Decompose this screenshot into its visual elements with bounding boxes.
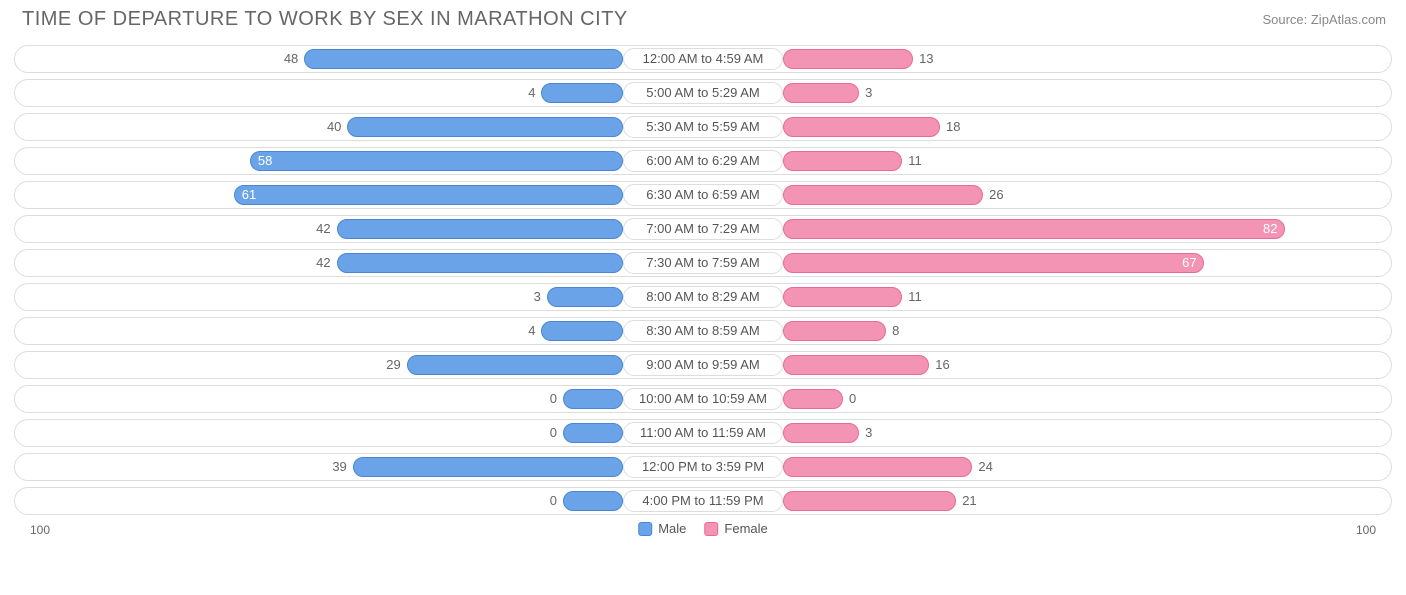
female-value: 3 <box>865 420 872 446</box>
female-value: 82 <box>1263 216 1277 242</box>
legend-label: Female <box>724 521 767 536</box>
male-bar <box>337 253 623 273</box>
chart-row: 7:00 AM to 7:29 AM 42 82 <box>14 215 1392 243</box>
male-value: 4 <box>528 318 535 344</box>
female-value: 11 <box>908 148 922 174</box>
row-label: 11:00 AM to 11:59 AM <box>623 422 783 444</box>
female-bar <box>783 117 940 137</box>
male-value: 40 <box>327 114 341 140</box>
row-label: 5:00 AM to 5:29 AM <box>623 82 783 104</box>
male-value: 58 <box>258 148 272 174</box>
female-value: 18 <box>946 114 960 140</box>
axis-max-right: 100 <box>1356 523 1376 537</box>
male-value: 0 <box>550 488 557 514</box>
male-value: 39 <box>332 454 346 480</box>
male-bar <box>563 491 623 511</box>
female-value: 16 <box>935 352 949 378</box>
female-value: 11 <box>908 284 922 310</box>
row-label: 8:00 AM to 8:29 AM <box>623 286 783 308</box>
female-bar <box>783 491 956 511</box>
male-value: 48 <box>284 46 298 72</box>
legend-item: Male <box>638 521 686 536</box>
male-bar <box>250 151 623 171</box>
female-bar <box>783 219 1285 239</box>
female-bar <box>783 253 1204 273</box>
legend: Male Female <box>638 521 768 536</box>
male-value: 61 <box>242 182 256 208</box>
female-value: 21 <box>962 488 976 514</box>
male-bar <box>304 49 623 69</box>
chart-row: 6:00 AM to 6:29 AM 58 11 <box>14 147 1392 175</box>
male-bar <box>541 321 623 341</box>
male-value: 0 <box>550 386 557 412</box>
female-bar <box>783 321 886 341</box>
male-bar <box>547 287 623 307</box>
chart-row: 9:00 AM to 9:59 AM 29 16 <box>14 351 1392 379</box>
female-value: 0 <box>849 386 856 412</box>
row-label: 7:30 AM to 7:59 AM <box>623 252 783 274</box>
male-value: 4 <box>528 80 535 106</box>
female-value: 26 <box>989 182 1003 208</box>
chart-area: 12:00 AM to 4:59 AM48135:00 AM to 5:29 A… <box>0 35 1406 515</box>
male-bar <box>563 423 623 443</box>
female-bar <box>783 355 929 375</box>
female-bar <box>783 83 859 103</box>
legend-swatch <box>704 522 718 536</box>
male-value: 29 <box>386 352 400 378</box>
chart-row: 4:00 PM to 11:59 PM 0 21 <box>14 487 1392 515</box>
row-label: 6:30 AM to 6:59 AM <box>623 184 783 206</box>
female-value: 67 <box>1182 250 1196 276</box>
axis-max-left: 100 <box>30 523 50 537</box>
male-value: 42 <box>316 216 330 242</box>
male-bar <box>337 219 623 239</box>
female-bar <box>783 287 902 307</box>
female-value: 24 <box>978 454 992 480</box>
male-value: 42 <box>316 250 330 276</box>
male-bar <box>563 389 623 409</box>
female-value: 3 <box>865 80 872 106</box>
source-label: Source: ZipAtlas.com <box>1262 12 1386 27</box>
row-label: 8:30 AM to 8:59 AM <box>623 320 783 342</box>
row-label: 4:00 PM to 11:59 PM <box>623 490 783 512</box>
female-bar <box>783 185 983 205</box>
chart-row: 12:00 AM to 4:59 AM 48 13 <box>14 45 1392 73</box>
chart-row: 5:30 AM to 5:59 AM 40 18 <box>14 113 1392 141</box>
male-bar <box>407 355 623 375</box>
chart-row: 5:00 AM to 5:29 AM 4 3 <box>14 79 1392 107</box>
male-bar <box>353 457 623 477</box>
male-value: 0 <box>550 420 557 446</box>
male-bar <box>541 83 623 103</box>
legend-swatch <box>638 522 652 536</box>
row-label: 7:00 AM to 7:29 AM <box>623 218 783 240</box>
female-value: 13 <box>919 46 933 72</box>
row-label: 12:00 PM to 3:59 PM <box>623 456 783 478</box>
chart-row: 12:00 PM to 3:59 PM 39 24 <box>14 453 1392 481</box>
row-label: 9:00 AM to 9:59 AM <box>623 354 783 376</box>
chart-title: TIME OF DEPARTURE TO WORK BY SEX IN MARA… <box>22 8 628 31</box>
chart-row: 10:00 AM to 10:59 AM 0 0 <box>14 385 1392 413</box>
row-label: 12:00 AM to 4:59 AM <box>623 48 783 70</box>
chart-row: 6:30 AM to 6:59 AM 61 26 <box>14 181 1392 209</box>
chart-row: 8:00 AM to 8:29 AM 3 11 <box>14 283 1392 311</box>
female-bar <box>783 151 902 171</box>
female-bar <box>783 389 843 409</box>
chart-row: 8:30 AM to 8:59 AM 4 8 <box>14 317 1392 345</box>
legend-label: Male <box>658 521 686 536</box>
row-label: 6:00 AM to 6:29 AM <box>623 150 783 172</box>
chart-row: 11:00 AM to 11:59 AM 0 3 <box>14 419 1392 447</box>
male-value: 3 <box>534 284 541 310</box>
female-value: 8 <box>892 318 899 344</box>
female-bar <box>783 49 913 69</box>
female-bar <box>783 457 972 477</box>
male-bar <box>234 185 623 205</box>
female-bar <box>783 423 859 443</box>
row-label: 5:30 AM to 5:59 AM <box>623 116 783 138</box>
chart-row: 7:30 AM to 7:59 AM 42 67 <box>14 249 1392 277</box>
row-label: 10:00 AM to 10:59 AM <box>623 388 783 410</box>
male-bar <box>347 117 623 137</box>
legend-item: Female <box>704 521 767 536</box>
